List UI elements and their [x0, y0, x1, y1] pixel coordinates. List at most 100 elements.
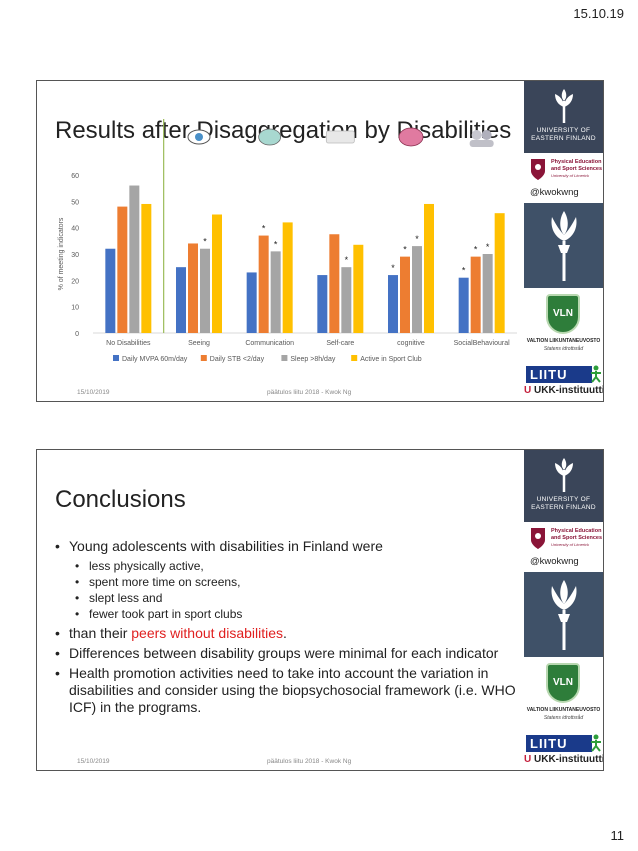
- liitu-logo: LIITU: [526, 735, 592, 752]
- jumping-figure-icon: [591, 365, 601, 383]
- highlight-text: peers without disabilities: [131, 625, 284, 641]
- significance-marker: *: [462, 266, 466, 276]
- footer-date: 15/10/2019: [77, 758, 110, 765]
- y-tick-label: 20: [71, 278, 79, 285]
- uef-logo: UNIVERSITY OF EASTERN FINLAND: [524, 450, 603, 522]
- bar: [141, 203, 152, 333]
- logo-sidebar: UNIVERSITY OF EASTERN FINLAND Physical E…: [524, 450, 603, 770]
- twitter-handle: @kwokwng: [530, 556, 579, 567]
- x-tick-label: Self-care: [326, 340, 354, 347]
- slide-conclusions: Conclusions Young adolescents with disab…: [36, 449, 604, 771]
- ukk-logo: U UKK-instituutti: [524, 754, 604, 765]
- pess-sub: University of Limerick: [551, 173, 590, 178]
- bar: [329, 234, 340, 333]
- bar: [470, 256, 481, 333]
- uef-logo: UNIVERSITY OF EASTERN FINLAND: [524, 81, 603, 153]
- bar: [129, 185, 140, 333]
- vln-name: VALTION LIIKUNTANEUVOSTO: [526, 707, 601, 713]
- bar: [353, 244, 364, 333]
- ukk-logo: U UKK-instituutti: [524, 385, 604, 396]
- bar: [105, 248, 116, 333]
- bar: [282, 222, 293, 333]
- torch-icon: [551, 580, 577, 650]
- bar: [482, 254, 493, 333]
- bullet: than their peers without disabilities.: [55, 625, 520, 642]
- liitu-ukk-logo: LIITU U UKK-instituutti: [524, 733, 603, 770]
- bar: [258, 235, 269, 333]
- significance-marker: *: [203, 237, 207, 247]
- y-tick-label: 50: [71, 199, 79, 206]
- slide-title: Conclusions: [55, 486, 186, 513]
- brain-icon: [398, 127, 424, 147]
- vln-logo: VLN VALTION LIIKUNTANEUVOSTO Statens idr…: [524, 288, 603, 364]
- legend-swatch: [351, 355, 358, 361]
- y-tick-label: 0: [75, 331, 79, 338]
- pess-logo: Physical Education and Sport Sciences Un…: [524, 522, 603, 572]
- legend-label: Active in Sport Club: [360, 356, 422, 363]
- bar: [458, 277, 469, 333]
- vln-logo: VLN VALTION LIIKUNTANEUVOSTO Statens idr…: [524, 657, 603, 733]
- jyu-logo: [524, 572, 603, 657]
- pess-crest-icon: [531, 159, 545, 180]
- bar: [246, 272, 257, 333]
- y-axis-label: % of meeting indicators: [58, 217, 65, 290]
- bar: [400, 256, 410, 333]
- significance-marker: *: [415, 234, 419, 244]
- y-tick-label: 10: [71, 305, 79, 312]
- bar: [494, 213, 505, 333]
- people-icon: [469, 140, 494, 147]
- legend-swatch: [113, 355, 119, 361]
- bullet: Young adolescents with disabilities in F…: [55, 538, 520, 555]
- uef-name: UNIVERSITY OF EASTERN FINLAND: [531, 127, 596, 142]
- significance-marker: *: [274, 239, 278, 249]
- people-icon: [481, 130, 492, 140]
- vln-shield-icon: VLN: [546, 663, 580, 703]
- bar-chart: 0 10 20 30 40 50 60 % of meeting indicators No D…: [58, 119, 517, 363]
- eye-pupil-icon: [195, 133, 203, 141]
- sub-bullet: slept less and: [55, 590, 520, 606]
- x-tick-label: No Disabilities: [106, 340, 151, 347]
- bar: [388, 275, 398, 333]
- significance-marker: *: [391, 263, 395, 273]
- twitter-handle: @kwokwng: [530, 187, 579, 198]
- logo-sidebar: UNIVERSITY OF EASTERN FINLAND Physical E…: [524, 81, 603, 401]
- bullet: Differences between disability groups we…: [55, 645, 520, 662]
- jumping-figure-icon: [591, 734, 601, 752]
- x-tick-label: Seeing: [188, 340, 210, 347]
- uef-name: UNIVERSITY OF EASTERN FINLAND: [531, 496, 596, 511]
- legend-swatch: [281, 355, 288, 361]
- torch-icon: [551, 211, 577, 281]
- significance-marker: *: [345, 255, 349, 265]
- vln-name: VALTION LIIKUNTANEUVOSTO: [526, 338, 601, 344]
- bar: [117, 206, 128, 333]
- legend-label: Daily STB <2/day: [210, 356, 265, 363]
- bar: [270, 251, 281, 333]
- legend-label: Daily MVPA 60m/day: [122, 356, 188, 363]
- liitu-ukk-logo: LIITU U UKK-instituutti: [524, 364, 603, 401]
- bar: [412, 246, 422, 333]
- y-tick-label: 30: [71, 252, 79, 259]
- people-icon: [471, 130, 482, 140]
- footer-author: päätulos liitu 2018 - Kwok Ng: [267, 758, 352, 765]
- bar: [176, 267, 186, 333]
- legend-label: Sleep >8h/day: [290, 356, 335, 363]
- pess-name: Physical Education and Sport Sciences: [551, 528, 603, 541]
- significance-marker: *: [474, 245, 478, 255]
- legend-swatch: [200, 355, 207, 361]
- vln-sub: Statens idrottsråd: [543, 715, 584, 721]
- bar: [341, 267, 352, 333]
- bar: [188, 243, 198, 333]
- pess-crest-icon: [531, 528, 545, 549]
- y-tick-label: 60: [71, 173, 79, 180]
- x-tick-label: Communication: [245, 340, 294, 347]
- footer-author: päätulos liitu 2018 - Kwok Ng: [267, 389, 352, 396]
- bar: [424, 203, 434, 333]
- significance-marker: *: [403, 245, 407, 255]
- significance-marker: *: [486, 242, 490, 252]
- y-tick-label: 40: [71, 226, 79, 233]
- x-tick-label: SocialBehavioural: [454, 340, 510, 347]
- bar: [212, 214, 222, 333]
- liitu-logo: LIITU: [526, 366, 592, 383]
- vln-shield-icon: VLN: [546, 294, 580, 334]
- vln-sub: Statens idrottsråd: [543, 346, 584, 352]
